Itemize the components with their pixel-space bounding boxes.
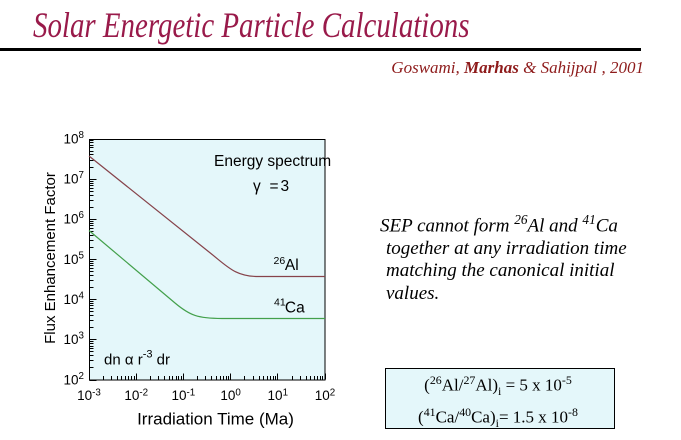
svg-text:10-1: 10-1 xyxy=(172,387,196,403)
svg-text:10-2: 10-2 xyxy=(124,387,148,403)
svg-text:10-3: 10-3 xyxy=(77,387,101,403)
svg-text:Ca: Ca xyxy=(285,300,305,317)
svg-text:108: 108 xyxy=(64,130,85,147)
svg-text:106: 106 xyxy=(64,210,85,227)
svg-text:107: 107 xyxy=(64,170,84,187)
svg-text:γ=3: γ = 3 xyxy=(253,178,289,195)
svg-text:26: 26 xyxy=(274,255,286,267)
svg-text:104: 104 xyxy=(64,291,85,308)
svg-text:103: 103 xyxy=(64,331,85,348)
svg-text:102: 102 xyxy=(64,371,84,388)
svg-text:Flux Enhancement Factor: Flux Enhancement Factor xyxy=(42,172,59,344)
svg-text:Irradiation Time (Ma): Irradiation Time (Ma) xyxy=(137,410,294,429)
svg-text:102: 102 xyxy=(315,387,335,403)
svg-text:dn α r-3 dr: dn α r-3 dr xyxy=(104,349,170,369)
svg-text:100: 100 xyxy=(220,387,241,403)
svg-text:Energy spectrum: Energy spectrum xyxy=(214,153,331,170)
svg-text:101: 101 xyxy=(268,387,288,403)
svg-text:41: 41 xyxy=(274,297,286,309)
svg-text:Al: Al xyxy=(285,257,299,274)
svg-text:105: 105 xyxy=(64,250,85,267)
